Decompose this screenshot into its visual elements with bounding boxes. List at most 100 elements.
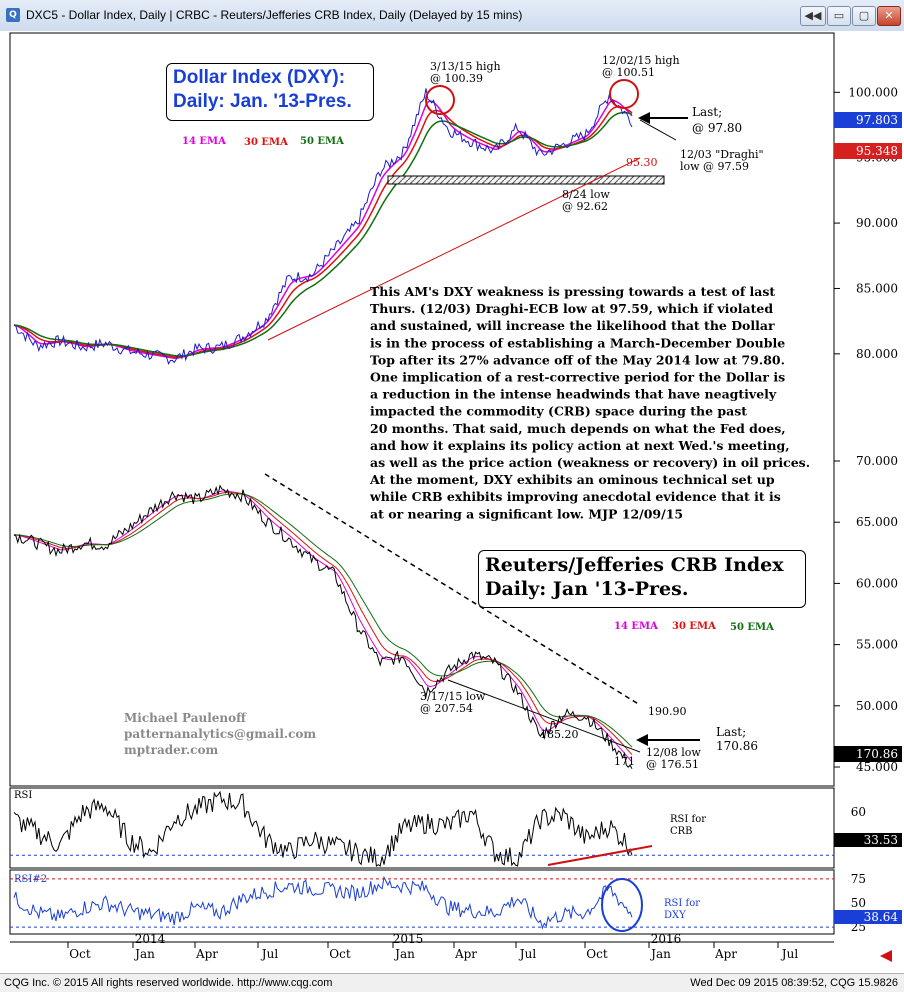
x-year-label: 2014 bbox=[135, 932, 166, 946]
rsi-dxy-panel-border bbox=[9, 869, 835, 935]
dxy-legend-ema50: 50 EMA bbox=[300, 136, 344, 147]
crb-ytick-label: 65.000 bbox=[856, 515, 898, 529]
rsi-dxy-circle bbox=[601, 878, 643, 932]
crb-downtrend-line bbox=[264, 473, 641, 706]
crb-ema30-line bbox=[13, 491, 633, 756]
commentary-line: Thurs. (12/03) Draghi-ECB low at 97.59, … bbox=[370, 301, 773, 316]
rsi-crb-panel-border bbox=[9, 787, 835, 869]
crb-ema14-line bbox=[13, 490, 633, 763]
crb-last-label-1: Last; bbox=[716, 725, 746, 739]
dxy-high-mar-label-2: @ 100.39 bbox=[430, 72, 483, 85]
close-button[interactable]: ✕ bbox=[877, 6, 901, 26]
crb-low-aug: 185.20 bbox=[540, 728, 579, 741]
commentary-text: This AM's DXY weakness is pressing towar… bbox=[369, 284, 810, 521]
rsi-dxy-note-2: DXY bbox=[664, 910, 686, 921]
dxy-high-mar-circle bbox=[425, 85, 455, 115]
commentary-line: One implication of a rest-corrective per… bbox=[370, 370, 785, 385]
rsi-crb-note-1: RSI for bbox=[670, 814, 706, 825]
dxy-high-dec-label-1: 12/02/15 high bbox=[602, 54, 680, 67]
window-titlebar: Q DXC5 - Dollar Index, Daily | CRBC - Re… bbox=[0, 0, 904, 32]
rsi-dxy-note-1: RSI for bbox=[664, 898, 700, 909]
dxy-title-line-1: Dollar Index (DXY): bbox=[173, 67, 346, 88]
crb-legend-ema30: 30 EMA bbox=[672, 621, 716, 632]
author-email: patternanalytics@gmail.com bbox=[124, 727, 316, 741]
crb-trend-lower: 171 bbox=[614, 755, 635, 768]
dxy-high-dec-circle bbox=[609, 79, 639, 109]
commentary-line: a reduction in the intense headwinds tha… bbox=[370, 387, 777, 402]
dxy-last-label-2: @ 97.80 bbox=[692, 121, 742, 135]
timestamp-text: Wed Dec 09 2015 08:39:52, CQG 15.9826 bbox=[690, 977, 898, 989]
dxy-ytick-label: 90.000 bbox=[856, 216, 898, 230]
crb-ytick-label: 60.000 bbox=[856, 576, 898, 590]
dxy-high-mar-label-1: 3/13/15 high bbox=[430, 60, 501, 73]
rsi-crb-last-box bbox=[834, 833, 902, 847]
crb-ema50-line bbox=[14, 493, 633, 748]
dxy-draghi-label-1: 12/03 "Draghi" bbox=[680, 148, 764, 161]
crb-last-price-box bbox=[834, 746, 902, 762]
author-site: mptrader.com bbox=[124, 743, 218, 757]
minimize-button[interactable]: ▭ bbox=[827, 6, 851, 26]
dxy-trend-line bbox=[267, 157, 641, 341]
dxy-ytick-label: 80.000 bbox=[856, 347, 898, 361]
crb-last-price: 170.86 bbox=[856, 747, 898, 761]
crb-ytick-label: 70.000 bbox=[856, 454, 898, 468]
x-year-label: 2015 bbox=[393, 932, 424, 946]
crb-legend-ema50: 50 EMA bbox=[730, 622, 774, 633]
dxy-last-arrowhead bbox=[638, 112, 650, 124]
crb-series-group bbox=[13, 484, 633, 769]
dxy-draghi-label-2: low @ 97.59 bbox=[680, 160, 749, 173]
dxy-title-line-2: Daily: Jan. '13-Pres. bbox=[173, 91, 352, 112]
dxy-price-line bbox=[13, 88, 633, 365]
dxy-high-dec-label-2: @ 100.51 bbox=[602, 66, 655, 79]
x-tick-label: Jul bbox=[780, 947, 799, 961]
commentary-line: and sustained, will increase the likelih… bbox=[370, 318, 775, 333]
restore-button[interactable]: ▢ bbox=[852, 6, 876, 26]
crb-title-line-1: Reuters/Jefferies CRB Index bbox=[485, 554, 784, 576]
rsi-crb-note-2: CRB bbox=[670, 826, 693, 837]
x-tick-label: Jan bbox=[133, 947, 155, 961]
crb-ytick-label: 50.000 bbox=[856, 699, 898, 713]
commentary-line: as well as the price action (weakness or… bbox=[370, 455, 810, 470]
crb-legend-ema14: 14 EMA bbox=[614, 621, 658, 632]
copyright-text: CQG Inc. © 2015 All rights reserved worl… bbox=[4, 977, 333, 989]
crb-lower-line bbox=[447, 679, 641, 753]
x-tick-label: Apr bbox=[714, 947, 737, 961]
crb-low-dec-label-1: 12/08 low bbox=[646, 746, 701, 759]
rsi-dxy-label: RSI#2 bbox=[14, 874, 47, 885]
x-tick-label: Jan bbox=[393, 947, 415, 961]
x-tick-label: Jul bbox=[518, 947, 537, 961]
dxy-low-aug-label-2: @ 92.62 bbox=[562, 200, 608, 213]
rsi-crb-series-group: 6040 bbox=[10, 790, 866, 867]
x-year-label: 2016 bbox=[651, 932, 682, 946]
dxy-last-price: 97.803 bbox=[856, 113, 898, 127]
x-tick-label: Jan bbox=[649, 947, 671, 961]
axes-group: 70.000 65.000 60.000 55.000 50.000 45.000 Oct J… bbox=[67, 454, 898, 961]
crb-low-dec-label-2: @ 176.51 bbox=[646, 758, 699, 771]
crb-price-line bbox=[13, 484, 633, 769]
crb-low-mar-label-1: 3/17/15 low bbox=[420, 690, 486, 703]
commentary-line: This AM's DXY weakness is pressing towar… bbox=[370, 284, 775, 299]
rsi-dxy-last-box bbox=[834, 910, 902, 924]
x-tick-label: Oct bbox=[329, 947, 351, 961]
rsi-crb-last: 33.53 bbox=[864, 833, 898, 847]
scroll-right-icon bbox=[880, 950, 892, 962]
dxy-draghi-leader bbox=[639, 119, 677, 141]
commentary-line: is in the process of establishing a Marc… bbox=[370, 335, 785, 350]
back-button[interactable]: ◀◀ bbox=[800, 6, 826, 26]
x-tick-label: Jul bbox=[260, 947, 279, 961]
dxy-title-box: Dollar Index (DXY): Daily: Jan. '13-Pres… bbox=[166, 63, 374, 121]
window-title: DXC5 - Dollar Index, Daily | CRBC - Reut… bbox=[26, 8, 523, 22]
x-tick-label: Oct bbox=[69, 947, 91, 961]
rsi1-ytick-label: 60 bbox=[851, 805, 866, 819]
dxy-low-aug-label-1: 8/24 low bbox=[562, 188, 610, 201]
crb-last-arrowhead bbox=[636, 734, 648, 746]
dxy-ema-price: 95.348 bbox=[856, 144, 898, 158]
crb-trend-upper: 190.90 bbox=[648, 705, 687, 718]
commentary-line: at or nearing a significant low. MJP 12/… bbox=[370, 506, 683, 521]
crb-ytick-label: 45.000 bbox=[856, 760, 898, 774]
rsi-crb-label: RSI bbox=[14, 790, 32, 801]
dxy-support-band bbox=[387, 175, 665, 185]
